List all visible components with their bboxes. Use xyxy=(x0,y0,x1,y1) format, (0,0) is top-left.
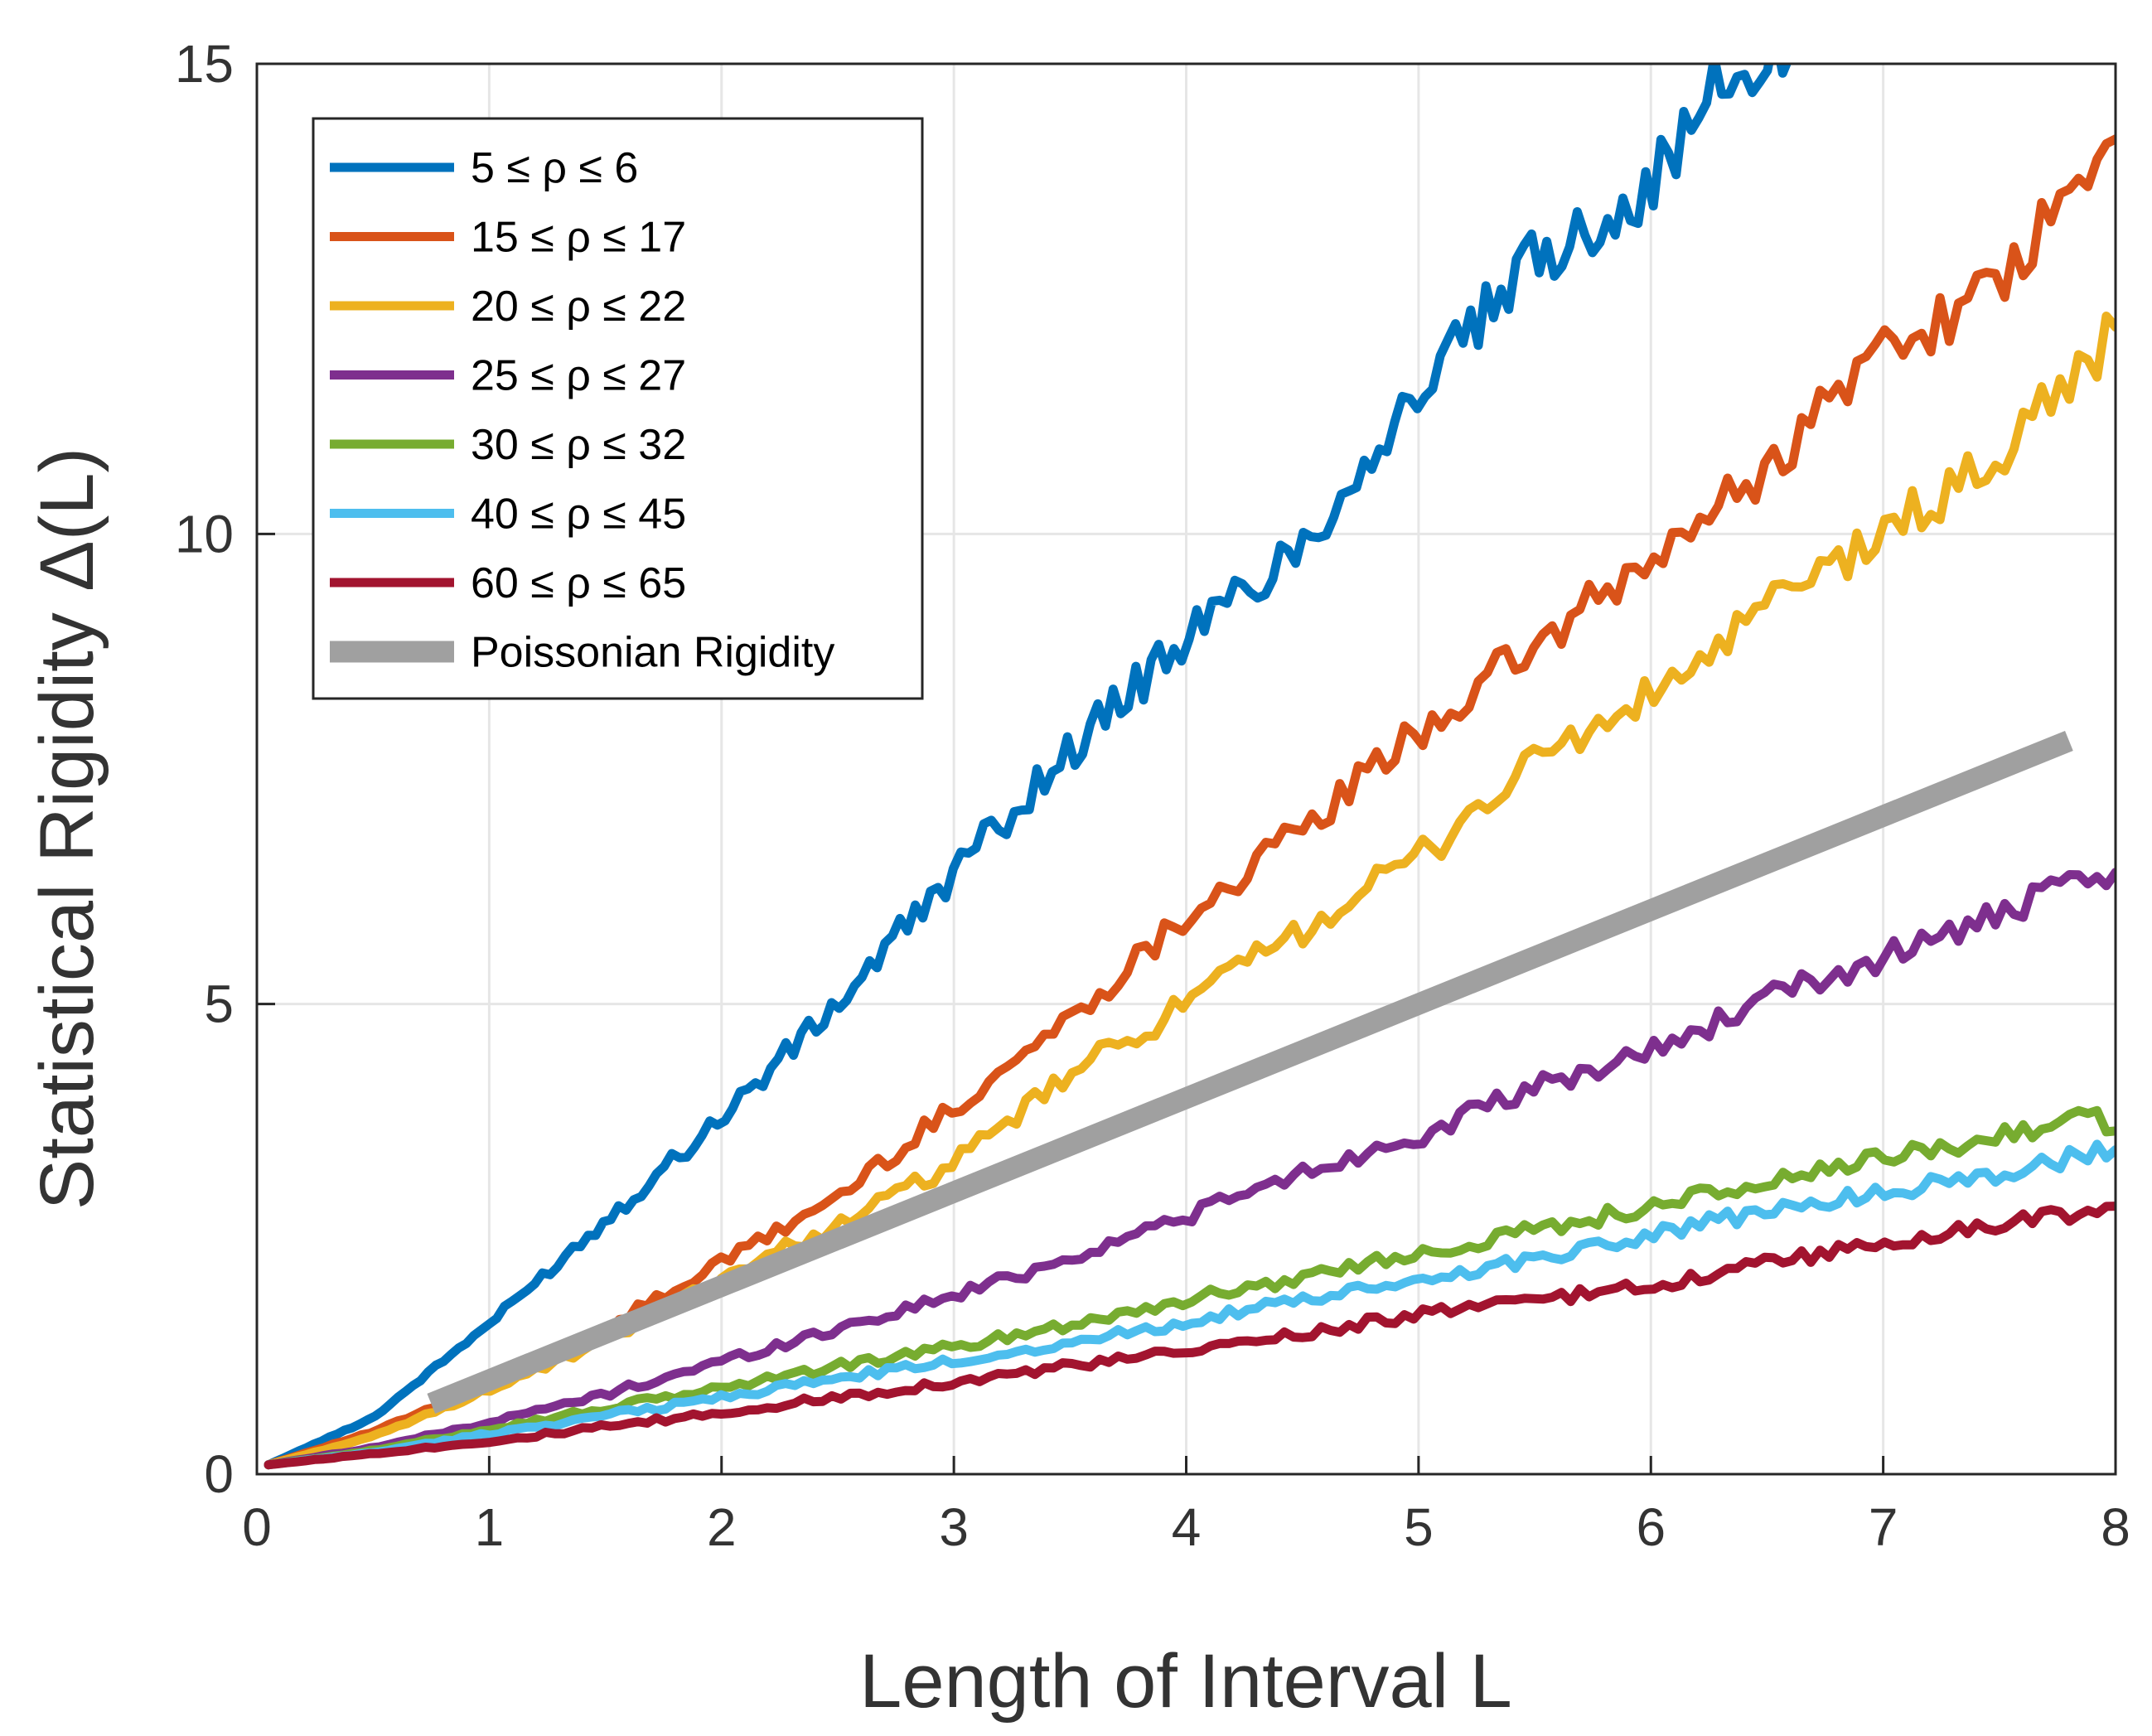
y-axis-label: Statistical Rigidity Δ(L) xyxy=(25,447,109,1210)
y-tick-label: 5 xyxy=(204,974,234,1034)
legend-label-4: 30 ≤ ρ ≤ 32 xyxy=(471,421,686,469)
series-line-6 xyxy=(264,1202,2116,1470)
legend-label-3: 25 ≤ ρ ≤ 27 xyxy=(471,352,686,400)
legend: 5 ≤ ρ ≤ 6 15 ≤ ρ ≤ 17 20 ≤ ρ ≤ 22 25 ≤ ρ ≤ … xyxy=(312,117,924,700)
x-tick-label: 0 xyxy=(242,1497,272,1557)
x-axis-label: Length of Interval L xyxy=(859,1639,1512,1724)
y-tick-label: 10 xyxy=(175,504,234,563)
y-tick-label: 15 xyxy=(175,34,234,94)
x-tick-label: 3 xyxy=(939,1497,969,1557)
legend-label-2: 20 ≤ ρ ≤ 22 xyxy=(471,283,686,331)
y-tick-label: 0 xyxy=(204,1444,234,1504)
series-lines xyxy=(264,64,2116,1470)
x-tick-label: 5 xyxy=(1404,1497,1434,1557)
series-line-4 xyxy=(264,1105,2116,1470)
x-tick-label: 2 xyxy=(707,1497,737,1557)
series-line-0 xyxy=(264,64,1792,1470)
series-line-7 xyxy=(427,730,2073,1414)
x-tick-label: 4 xyxy=(1172,1497,1202,1557)
x-tick-label: 7 xyxy=(1869,1497,1898,1557)
legend-box xyxy=(312,117,924,700)
series-line-3 xyxy=(264,868,2116,1470)
x-tick-label: 6 xyxy=(1636,1497,1666,1557)
legend-label-0: 5 ≤ ρ ≤ 6 xyxy=(471,144,638,192)
legend-label-1: 15 ≤ ρ ≤ 17 xyxy=(471,214,686,262)
legend-label-7: Poissonian Rigidity xyxy=(471,629,834,677)
x-tick-label: 1 xyxy=(475,1497,505,1557)
legend-label-6: 60 ≤ ρ ≤ 65 xyxy=(471,559,686,607)
legend-label-5: 40 ≤ ρ ≤ 45 xyxy=(471,491,686,539)
series-line-5 xyxy=(264,1139,2116,1470)
axis-ticks: 0 1 2 3 4 5 6 7 8 0 5 10 15 xyxy=(175,34,2130,1557)
x-tick-label: 8 xyxy=(2101,1497,2130,1557)
